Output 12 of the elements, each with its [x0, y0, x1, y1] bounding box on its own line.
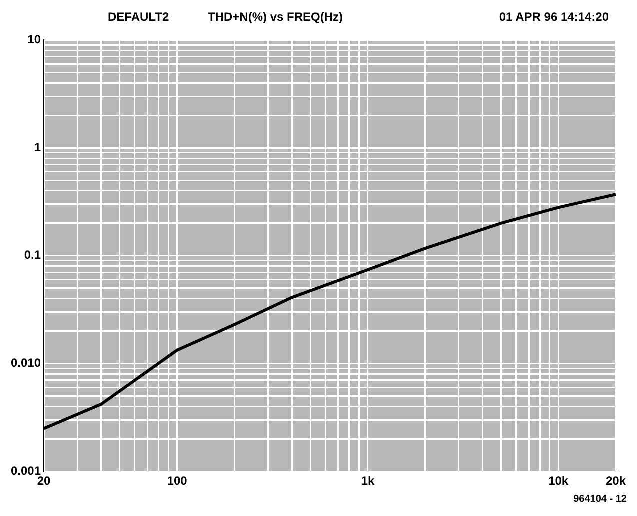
text: 01 APR 96 14:14:20 [499, 10, 609, 24]
chart-title: THD+N(%) vs FREQ(Hz) [208, 10, 344, 24]
x-tick-label: 10k [548, 474, 569, 488]
x-tick-label: 20k [606, 474, 626, 488]
y-tick-label: 0.1 [24, 248, 42, 262]
x-tick-label: 1k [361, 474, 375, 488]
y-tick-label: 0.010 [11, 356, 42, 370]
text: 964104 - 12 [574, 494, 627, 505]
x-tick-label: 100 [167, 474, 188, 488]
text: DEFAULT2 [108, 10, 170, 24]
y-tick-label: 10 [28, 32, 42, 47]
y-tick-label: 1 [34, 140, 42, 154]
